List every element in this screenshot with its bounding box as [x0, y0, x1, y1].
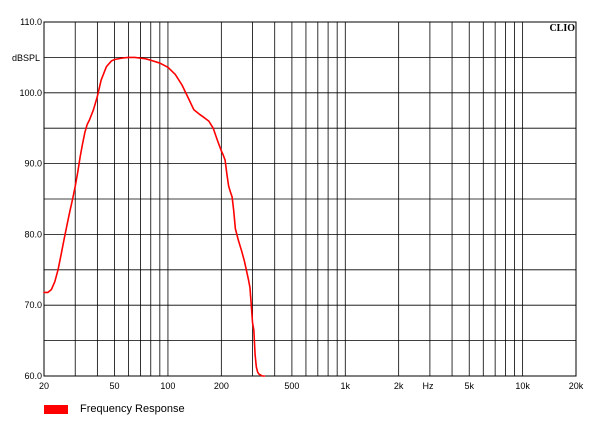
legend: Frequency Response — [44, 403, 185, 415]
y-tick-label: 60.0 — [24, 371, 42, 381]
y-tick-label: 90.0 — [24, 159, 42, 169]
x-tick-label: 100 — [160, 381, 175, 391]
y-tick-label: 110.0 — [20, 17, 42, 27]
x-tick-label: 200 — [214, 381, 229, 391]
x-tick-label: 500 — [284, 381, 299, 391]
legend-swatch — [44, 404, 68, 414]
series-layer — [43, 56, 266, 377]
y-axis-label: dBSPL — [12, 53, 40, 63]
series-line-frequency-response — [43, 56, 266, 377]
x-tick-label: 1k — [341, 381, 351, 391]
x-tick-labels: 20 50 100 200 500 1k 2k 5k 10k 20k — [39, 381, 584, 391]
y-tick-label: 70.0 — [24, 300, 42, 310]
x-tick-label: 50 — [110, 381, 120, 391]
grid — [44, 22, 576, 376]
x-tick-label: 20k — [569, 381, 584, 391]
y-tick-label: 80.0 — [24, 229, 42, 239]
brand-label: CLIO — [549, 23, 575, 34]
plot-frame — [43, 21, 577, 377]
y-tick-label: 100.0 — [19, 88, 42, 98]
x-tick-label: 20 — [39, 381, 49, 391]
x-tick-label: 2k — [394, 381, 404, 391]
x-axis-unit: Hz — [423, 381, 434, 391]
x-tick-label: 10k — [515, 381, 530, 391]
legend-label: Frequency Response — [80, 403, 185, 415]
x-tick-label: 5k — [464, 381, 474, 391]
y-tick-labels: 110.0 100.0 90.0 80.0 70.0 60.0 — [19, 17, 42, 381]
